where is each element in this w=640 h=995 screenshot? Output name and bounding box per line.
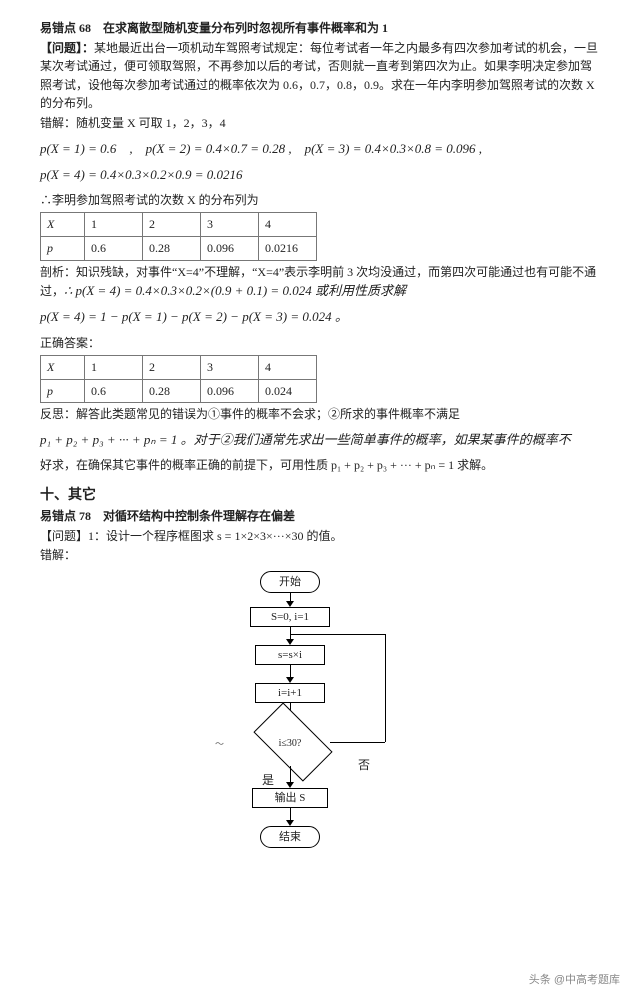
flow-label-yes: 是 bbox=[262, 771, 274, 790]
cell: 0.28 bbox=[143, 379, 201, 403]
cell: 2 bbox=[143, 213, 201, 237]
formula-p4: p(X = 4) = 0.4×0.3×0.2×0.9 = 0.0216 bbox=[40, 165, 600, 185]
table-row: p 0.6 0.28 0.096 0.0216 bbox=[41, 237, 317, 261]
flow-end: 结束 bbox=[260, 826, 320, 848]
wrong-label: 错解： bbox=[40, 116, 76, 130]
formula-sum-1: p₁ + p₂ + p₃ + ··· + pₙ = 1 。对于②我们通常先求出一… bbox=[40, 430, 600, 450]
title-78: 易错点 78 对循环结构中控制条件理解存在偏差 bbox=[40, 507, 600, 526]
formula-correct-p4: ∴ p(X = 4) = 0.4×0.3×0.2×(0.9 + 0.1) = 0… bbox=[64, 283, 406, 298]
table-row: X 1 2 3 4 bbox=[41, 356, 317, 380]
section-10-title: 十、其它 bbox=[40, 485, 600, 507]
title-68: 易错点 68 在求离散型随机变量分布列时忽视所有事件概率和为 1 bbox=[40, 19, 600, 38]
cell: 4 bbox=[259, 213, 317, 237]
cell: 3 bbox=[201, 213, 259, 237]
reflect-2: 好求，在确保其它事件的概率正确的前提下，可用性质 p₁ + p₂ + p₃ + … bbox=[40, 456, 600, 475]
scribble: ～ bbox=[215, 738, 224, 752]
reflect-1: 反思：解答此类题常见的错误为①事件的概率不会求；②所求的事件概率不满足 bbox=[40, 405, 600, 424]
correct-answer-label: 正确答案： bbox=[40, 334, 600, 353]
cell: 0.096 bbox=[201, 237, 259, 261]
flow-init: S=0, i=1 bbox=[250, 607, 330, 627]
cell: 0.6 bbox=[85, 379, 143, 403]
cell: 3 bbox=[201, 356, 259, 380]
table-row: X 1 2 3 4 bbox=[41, 213, 317, 237]
cell: 0.0216 bbox=[259, 237, 317, 261]
flowchart: 开始 S=0, i=1 s=s×i i=i+1 i≤30? ～ 否 是 输出 S… bbox=[170, 571, 470, 861]
cell-p: p bbox=[41, 379, 85, 403]
cell: 1 bbox=[85, 356, 143, 380]
formula-complement: p(X = 4) = 1 − p(X = 1) − p(X = 2) − p(X… bbox=[40, 307, 600, 327]
analysis-1: 剖析：知识残缺，对事件“X=4”不理解，“X=4”表示李明前 3 次均没通过，而… bbox=[40, 263, 600, 302]
cell: 4 bbox=[259, 356, 317, 380]
cell: 2 bbox=[143, 356, 201, 380]
flow-line bbox=[330, 742, 385, 743]
flow-inc: i=i+1 bbox=[255, 683, 325, 703]
flow-line bbox=[290, 634, 385, 635]
flow-output: 输出 S bbox=[252, 788, 328, 808]
formula-p1-p2-p3: p(X = 1) = 0.6 , p(X = 2) = 0.4×0.7 = 0.… bbox=[40, 139, 600, 159]
flow-line bbox=[385, 634, 386, 742]
dist-intro: ∴李明参加驾照考试的次数 X 的分布列为 bbox=[40, 191, 600, 210]
cell: 1 bbox=[85, 213, 143, 237]
problem-78: 【问题】1：设计一个程序框图求 s = 1×2×3×···×30 的值。 bbox=[40, 527, 600, 546]
distribution-table-wrong: X 1 2 3 4 p 0.6 0.28 0.096 0.0216 bbox=[40, 212, 317, 260]
flow-label-no: 否 bbox=[358, 756, 370, 775]
flow-mul: s=s×i bbox=[255, 645, 325, 665]
table-row: p 0.6 0.28 0.096 0.024 bbox=[41, 379, 317, 403]
distribution-table-correct: X 1 2 3 4 p 0.6 0.28 0.096 0.024 bbox=[40, 355, 317, 403]
cell: 0.28 bbox=[143, 237, 201, 261]
cell: 0.096 bbox=[201, 379, 259, 403]
cell: 0.024 bbox=[259, 379, 317, 403]
wrong-text: 随机变量 X 可取 1，2，3，4 bbox=[76, 116, 226, 130]
problem-label: 【问题】： bbox=[40, 41, 94, 55]
cell-p: p bbox=[41, 237, 85, 261]
wrong-solution-line: 错解：随机变量 X 可取 1，2，3，4 bbox=[40, 114, 600, 133]
cell-x: X bbox=[41, 213, 85, 237]
problem-68: 【问题】：某地最近出台一项机动车驾照考试规定：每位考试者一年之内最多有四次参加考… bbox=[40, 39, 600, 113]
problem-68-text: 某地最近出台一项机动车驾照考试规定：每位考试者一年之内最多有四次参加考试的机会，… bbox=[40, 41, 598, 111]
footer-attribution: 头条 @中高考题库 bbox=[529, 972, 620, 989]
wrong-label-2: 错解： bbox=[40, 546, 600, 565]
cell-x: X bbox=[41, 356, 85, 380]
flow-decision-text: i≤30? bbox=[250, 736, 330, 752]
cell: 0.6 bbox=[85, 237, 143, 261]
flow-start: 开始 bbox=[260, 571, 320, 593]
